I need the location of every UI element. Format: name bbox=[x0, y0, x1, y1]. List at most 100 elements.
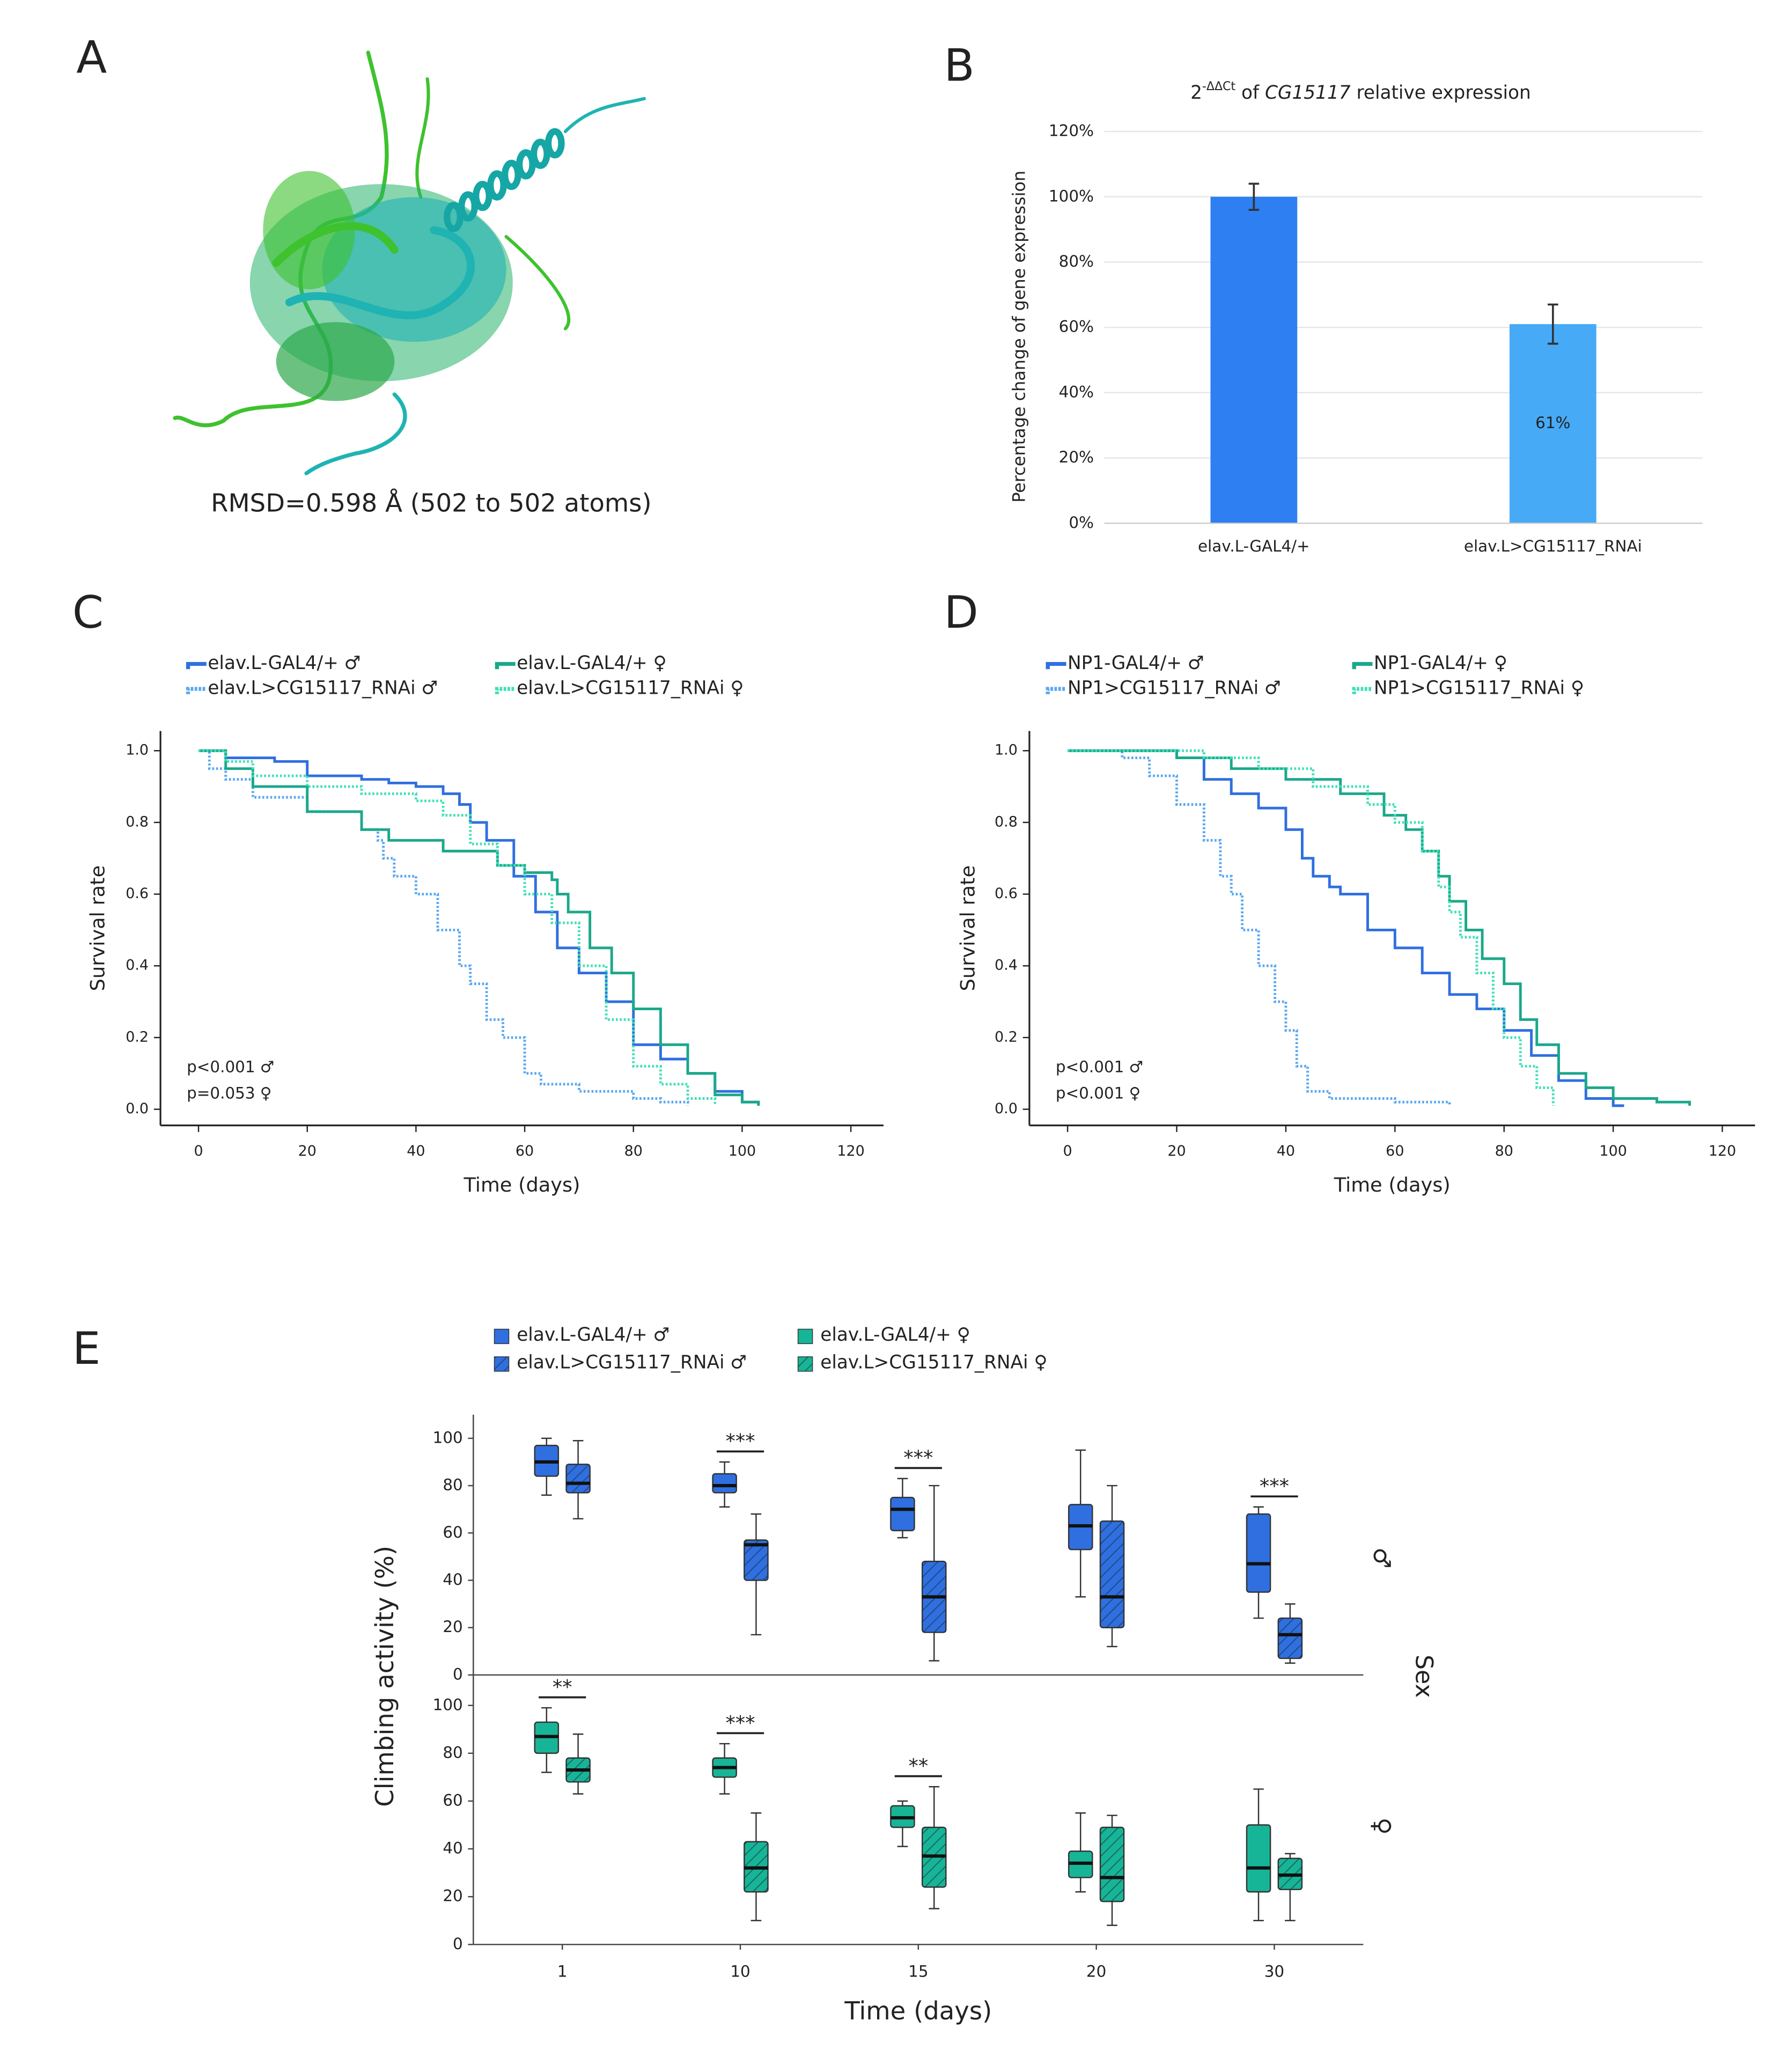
x-tick-label: 100 bbox=[729, 1143, 756, 1159]
legend-swatch bbox=[797, 1328, 813, 1344]
annotation: p<0.001 ♀ bbox=[1056, 1084, 1141, 1102]
annotation: p<0.001 ♂ bbox=[187, 1057, 274, 1076]
survival-curve bbox=[1068, 749, 1451, 1106]
significance-label: *** bbox=[1260, 1475, 1289, 1498]
y-axis-title: Survival rate bbox=[956, 865, 980, 991]
legend-swatch bbox=[1046, 687, 1066, 694]
legend-label: elav.L>CG15117_RNAi ♂ bbox=[208, 678, 438, 699]
legend-swatch bbox=[186, 687, 207, 694]
significance-label: ** bbox=[553, 1676, 572, 1699]
x-tick-label: 20 bbox=[1086, 1962, 1106, 1980]
significance-label: *** bbox=[903, 1446, 933, 1469]
legend-label: NP1-GAL4/+ ♀ bbox=[1374, 652, 1507, 674]
survival-curve bbox=[198, 749, 760, 1106]
x-tick-label: elav.L-GAL4/+ bbox=[1198, 537, 1310, 555]
facet-title: Sex bbox=[1410, 1655, 1438, 1698]
legend-swatch bbox=[186, 662, 207, 670]
annotation: p=0.053 ♀ bbox=[187, 1084, 271, 1102]
legend-label: elav.L-GAL4/+ ♀ bbox=[517, 652, 667, 674]
facet-label: ♂ bbox=[1368, 1547, 1395, 1569]
x-tick-label: 100 bbox=[1599, 1143, 1627, 1159]
y-axis-title: Percentage change of gene expression bbox=[1009, 171, 1029, 503]
title-part: 2 bbox=[1190, 82, 1202, 103]
y-tick-label: 0 bbox=[453, 1935, 463, 1953]
legend-label: NP1-GAL4/+ ♂ bbox=[1068, 652, 1204, 674]
annotation: p<0.001 ♂ bbox=[1056, 1057, 1143, 1076]
y-tick-label: 80 bbox=[443, 1476, 462, 1494]
survival-curve bbox=[1068, 749, 1624, 1107]
y-tick-label: 40% bbox=[1059, 383, 1094, 401]
significance-label: *** bbox=[725, 1430, 755, 1453]
x-tick-label: 40 bbox=[407, 1143, 425, 1159]
title-part: -ΔΔCt bbox=[1202, 79, 1236, 93]
title-part: of bbox=[1235, 82, 1265, 103]
x-axis-title: Time (days) bbox=[1334, 1173, 1451, 1196]
box-hatch bbox=[744, 1540, 768, 1581]
y-tick-label: 0.6 bbox=[995, 885, 1018, 902]
box bbox=[890, 1496, 915, 1532]
box bbox=[1246, 1824, 1271, 1893]
significance-label: ** bbox=[908, 1754, 928, 1777]
legend-swatch bbox=[1046, 662, 1066, 670]
bar bbox=[1210, 196, 1298, 524]
survival-curve bbox=[198, 749, 689, 1106]
x-tick-label: 10 bbox=[730, 1962, 750, 1980]
title-part: relative expression bbox=[1351, 82, 1531, 103]
value-label: 61% bbox=[1535, 414, 1570, 432]
bar bbox=[1509, 324, 1596, 524]
x-tick-label: 40 bbox=[1277, 1143, 1295, 1159]
survival-curve bbox=[1068, 749, 1555, 1106]
y-tick-label: 0.8 bbox=[995, 813, 1018, 830]
y-tick-label: 1.0 bbox=[126, 742, 149, 759]
x-tick-label: 30 bbox=[1264, 1962, 1284, 1980]
panel-label: E bbox=[72, 1322, 101, 1375]
panel-label: C bbox=[72, 586, 104, 638]
legend-label: elav.L>CG15117_RNAi ♀ bbox=[820, 1352, 1047, 1373]
legend-label: elav.L>CG15117_RNAi ♂ bbox=[517, 1352, 747, 1373]
panel-label: B bbox=[944, 39, 975, 91]
y-tick-label: 60 bbox=[443, 1523, 462, 1541]
x-axis-title: Time (days) bbox=[844, 1996, 992, 2025]
y-tick-label: 0.2 bbox=[995, 1028, 1018, 1045]
x-tick-label: 80 bbox=[624, 1143, 643, 1159]
x-tick-label: 120 bbox=[1709, 1143, 1736, 1159]
legend-label: elav.L-GAL4/+ ♂ bbox=[208, 652, 360, 674]
y-tick-label: 0.2 bbox=[126, 1028, 149, 1045]
x-tick-label: 0 bbox=[1063, 1143, 1072, 1159]
y-tick-label: 80 bbox=[443, 1743, 462, 1761]
y-tick-label: 0.6 bbox=[126, 885, 149, 902]
x-tick-label: 0 bbox=[194, 1143, 203, 1159]
legend-label: NP1>CG15117_RNAi ♂ bbox=[1068, 678, 1281, 699]
box-hatch bbox=[1100, 1827, 1124, 1902]
survival-curve bbox=[1068, 749, 1691, 1106]
y-tick-label: 20% bbox=[1059, 448, 1094, 466]
box-hatch bbox=[1100, 1521, 1124, 1628]
legend-hatch bbox=[494, 1356, 509, 1371]
y-tick-label: 0.0 bbox=[995, 1100, 1018, 1117]
y-tick-label: 60% bbox=[1059, 318, 1094, 336]
y-tick-label: 0.8 bbox=[126, 813, 149, 830]
x-axis-title: Time (days) bbox=[463, 1173, 580, 1196]
legend-swatch bbox=[495, 687, 516, 694]
legend-hatch bbox=[798, 1356, 813, 1371]
panel-label: A bbox=[76, 32, 107, 84]
y-tick-label: 20 bbox=[443, 1887, 462, 1905]
survival-curve bbox=[198, 749, 760, 1106]
y-tick-label: 120% bbox=[1049, 122, 1094, 140]
legend-swatch bbox=[1352, 687, 1373, 694]
box bbox=[712, 1473, 737, 1494]
protein-structure bbox=[173, 50, 646, 475]
y-tick-label: 100 bbox=[433, 1428, 463, 1446]
legend-swatch bbox=[495, 662, 516, 670]
x-tick-label: 60 bbox=[516, 1143, 534, 1159]
box-hatch bbox=[1278, 1618, 1302, 1659]
box-hatch bbox=[566, 1464, 590, 1493]
x-tick-label: 120 bbox=[837, 1143, 864, 1159]
y-tick-label: 40 bbox=[443, 1839, 462, 1857]
x-tick-label: 20 bbox=[1167, 1143, 1186, 1159]
y-tick-label: 40 bbox=[443, 1570, 462, 1589]
title-part: CG15117 bbox=[1265, 82, 1351, 103]
chart-title: 2-ΔΔCt of CG15117 relative expression bbox=[1190, 79, 1531, 103]
y-tick-label: 100% bbox=[1049, 187, 1094, 205]
legend-swatch bbox=[494, 1328, 510, 1344]
